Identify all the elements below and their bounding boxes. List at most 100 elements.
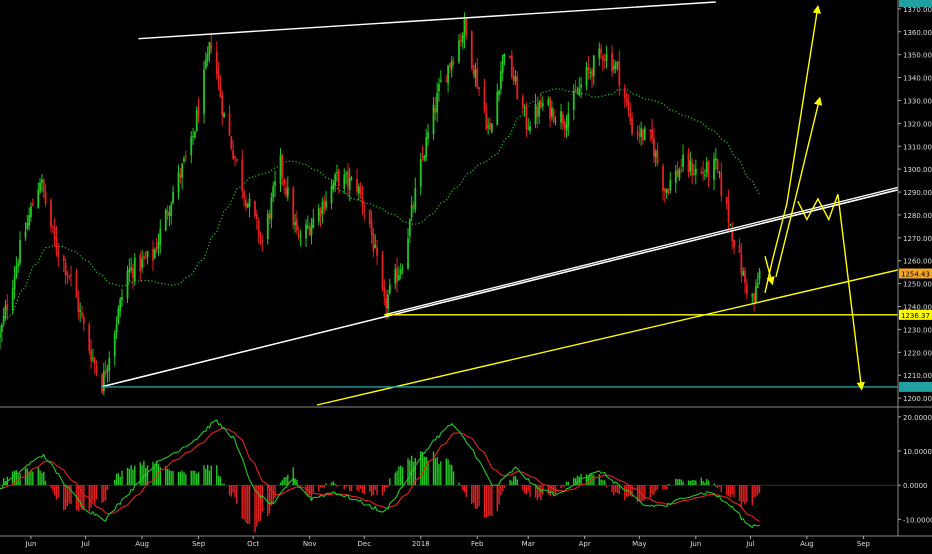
price-marker [899,268,932,279]
candle-up [541,103,544,107]
moving-average [0,88,761,334]
candle-down [667,189,670,194]
candle-up [598,48,601,59]
candle-up [168,212,171,216]
candle-down [283,179,286,185]
candle-up [24,231,27,238]
candle-down [489,123,491,130]
price-tick-label: 1360.00 [903,29,932,37]
candle-down [255,214,258,219]
candle-up [126,270,129,299]
candle-down [642,129,644,141]
candle-down [687,153,690,172]
candle-down [363,209,366,211]
candle-up [128,269,131,272]
candle-up [605,53,608,61]
candle-up [306,226,309,228]
candle-up [401,269,404,271]
candle-up [423,155,426,160]
candle-up [102,370,105,392]
candle-up [585,67,588,86]
candle-up [500,70,502,89]
candle-down [368,209,371,225]
date-tick-label: Apr [579,540,591,548]
candle-down [55,237,58,251]
macd-signal-line [0,427,760,522]
date-tick-label: 2018 [412,540,430,548]
candle-down [656,150,659,164]
projection-arrows [764,4,865,391]
macd-tick-label: 10.0000 [903,448,932,456]
candle-down [53,226,56,240]
candle-up [410,204,413,218]
candle-down [510,55,513,78]
candle-up [614,62,617,70]
candle-down [738,245,741,254]
candle-down [623,87,626,99]
candle-down [77,297,80,312]
candle-up [554,120,557,122]
projection-arrow [775,96,823,277]
date-tick-label: Feb [471,540,484,548]
candle-down [602,56,604,61]
macd-tick-label: 0.0000 [903,482,928,490]
candle-up [194,131,196,138]
candle-up [654,151,657,158]
candle-down [725,196,728,204]
candle-up [439,80,442,83]
price-tick-label: 1300.00 [903,166,932,174]
candle-up [159,228,162,245]
candle-up [11,288,14,311]
candle-down [370,220,373,235]
candle-up [589,72,592,74]
price-tick-label: 1200.00 [903,395,932,403]
candle-down [591,70,593,78]
candle-up [2,316,5,323]
macd-tick-label: -10.0000 [903,516,932,524]
candle-up [514,76,517,82]
candle-up [427,132,429,139]
candle-up [438,83,440,92]
candle-down [50,200,52,227]
price-marker-label: 1236.37 [901,312,930,320]
candle-up [113,333,116,357]
candle-up [348,177,351,190]
price-tick-label: 1240.00 [903,304,932,312]
date-tick-label: May [632,540,646,548]
candle-down [629,112,632,122]
candle-down [75,272,78,298]
candle-down [376,247,378,256]
candle-up [705,161,708,173]
candle-down [356,178,358,192]
date-tick-label: Jul [80,540,90,548]
candle-up [432,104,435,135]
candle-down [587,66,590,71]
candle-up [208,42,211,55]
candle-up [547,99,550,105]
candle-down [241,159,244,192]
candle-up [538,102,541,117]
candle-down [509,56,511,59]
candle-up [447,65,449,84]
price-marker [899,381,932,392]
candle-up [343,174,346,189]
candle-down [51,225,54,227]
candle-down [228,112,231,136]
candle-down [385,298,388,309]
candle-up [286,187,289,197]
candle-down [292,187,295,225]
price-tick-label: 1330.00 [903,97,932,105]
candle-down [219,83,222,98]
candle-down [210,44,213,49]
trendlines [101,1,899,406]
candle-up [274,181,276,186]
candle-down [142,255,145,259]
date-tick-label: Aug [800,540,814,548]
candle-up [751,294,754,297]
date-tick-label: Jun [24,540,36,548]
candle-up [325,201,327,208]
candle-down [68,275,71,277]
candle-up [30,206,32,218]
